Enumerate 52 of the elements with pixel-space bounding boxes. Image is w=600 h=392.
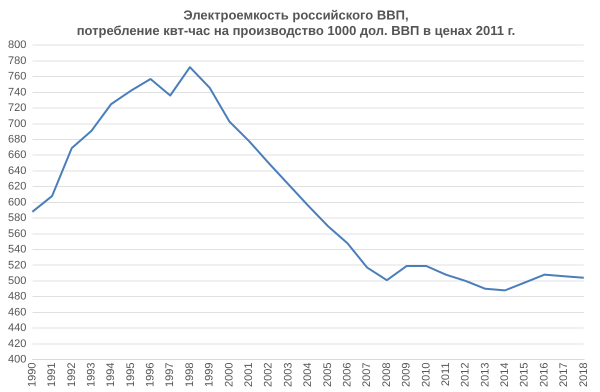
x-tick-label: 1999 bbox=[204, 362, 216, 388]
x-tick-label: 1997 bbox=[164, 362, 176, 388]
y-tick-label: 640 bbox=[8, 164, 26, 177]
y-tick-label: 400 bbox=[8, 354, 26, 366]
y-tick-label: 760 bbox=[8, 70, 26, 83]
x-tick-label: 2014 bbox=[499, 362, 512, 388]
y-tick-label: 600 bbox=[8, 196, 26, 208]
x-tick-label: 1993 bbox=[85, 362, 98, 388]
y-tick-label: 700 bbox=[8, 118, 26, 130]
x-tick-label: 2008 bbox=[380, 362, 393, 388]
y-tick-label: 500 bbox=[8, 274, 26, 287]
text: потребление квт-час на производство 1000 дол. ВВП в ценах 2011 г. bbox=[76, 22, 516, 38]
y-tick-label: 480 bbox=[8, 290, 26, 303]
x-tick-label: 2011 bbox=[440, 362, 452, 386]
x-tick-label: 2015 bbox=[518, 362, 531, 388]
x-tick-label: 2009 bbox=[400, 362, 413, 388]
x-tick-label: 2000 bbox=[223, 362, 236, 388]
y-tick-label: 800 bbox=[8, 39, 26, 52]
x-tick-label: 1992 bbox=[66, 362, 78, 388]
y-tick-label: 580 bbox=[8, 212, 26, 224]
x-tick-label: 1994 bbox=[105, 362, 118, 388]
x-tick-label: 2003 bbox=[282, 362, 294, 388]
x-tick-label: 2010 bbox=[420, 362, 432, 388]
y-tick-label: 520 bbox=[8, 259, 26, 272]
x-tick-label: 1990 bbox=[26, 362, 38, 388]
y-tick-label: 620 bbox=[8, 180, 26, 193]
x-tick-label: 1996 bbox=[144, 362, 157, 388]
x-tick-label: 1998 bbox=[184, 362, 196, 388]
x-tick-label: 2013 bbox=[479, 362, 492, 388]
x-tick-label: 1991 bbox=[46, 362, 58, 388]
y-tick-label: 440 bbox=[8, 322, 26, 334]
y-tick-label: 780 bbox=[8, 54, 26, 67]
y-tick-label: 720 bbox=[8, 102, 26, 114]
x-tick-label: 2017 bbox=[558, 362, 570, 388]
text: Электроемкость российского ВВП, bbox=[183, 7, 409, 22]
x-tick-label: 2001 bbox=[243, 362, 256, 388]
x-tick-label: 2006 bbox=[341, 362, 354, 388]
y-tick-label: 460 bbox=[8, 306, 26, 318]
x-tick-label: 2016 bbox=[538, 362, 550, 388]
y-tick-label: 680 bbox=[8, 134, 26, 146]
x-tick-label: 2002 bbox=[262, 362, 275, 388]
y-tick-label: 420 bbox=[8, 338, 26, 350]
x-tick-label: 1995 bbox=[124, 362, 137, 388]
y-tick-label: 560 bbox=[8, 228, 26, 240]
x-tick-label: 2018 bbox=[578, 362, 590, 388]
x-tick-label: 2012 bbox=[460, 362, 472, 388]
y-tick-label: 740 bbox=[8, 86, 26, 98]
x-tick-label: 2005 bbox=[322, 362, 334, 388]
y-tick-label: 660 bbox=[8, 149, 26, 162]
x-tick-label: 2007 bbox=[361, 362, 374, 388]
y-tick-label: 540 bbox=[8, 244, 26, 256]
x-tick-label: 2004 bbox=[302, 362, 314, 388]
